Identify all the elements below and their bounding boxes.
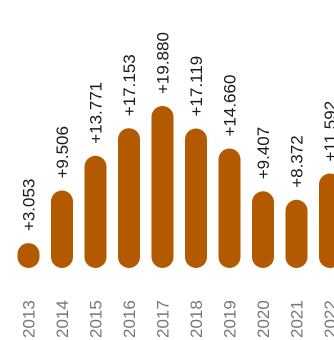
bar-2017 [151,106,174,268]
bar-2019 [218,148,241,268]
x-tick-label-2021: 2021 [288,300,307,338]
x-tick-label-2022: 2022 [321,300,334,338]
value-label-2019: +14.660 [221,75,240,137]
value-label-2013: +3.053 [20,179,39,231]
x-tick-label-2013: 2013 [20,300,39,338]
x-axis-ticks-group: 2013 2014 2015 2016 2017 2018 2019 2020 2021 2022 [20,300,334,338]
value-label-2015: +13.771 [87,82,106,144]
x-tick-label-2018: 2018 [187,300,206,338]
value-label-2014: +9.506 [53,126,72,178]
bar-2022 [319,173,334,268]
x-tick-label-2019: 2019 [221,300,240,338]
bar-2014 [51,190,73,268]
x-tick-label-2020: 2020 [254,300,273,338]
value-label-2016: +17.153 [120,54,139,116]
x-tick-label-2017: 2017 [154,300,173,338]
value-label-2017: +19.880 [154,32,173,94]
value-label-2018: +17.119 [187,56,206,117]
bar-2020 [252,191,274,268]
bar-2016 [118,128,140,268]
value-labels-group: +3.053 +9.506 +13.771 +17.153 +19.880 +17.119… [20,32,334,231]
value-label-2022: +11.592 [321,101,334,162]
bar-2013 [17,243,40,268]
bar-2015 [84,155,107,268]
value-label-2020: +9.407 [254,127,273,179]
x-tick-label-2014: 2014 [53,300,72,338]
x-tick-label-2015: 2015 [87,300,106,338]
value-label-2021: +8.372 [288,135,307,187]
bar-2021 [285,199,308,268]
x-tick-label-2016: 2016 [120,300,139,338]
bar-2018 [185,128,207,268]
bars-group [17,106,334,268]
